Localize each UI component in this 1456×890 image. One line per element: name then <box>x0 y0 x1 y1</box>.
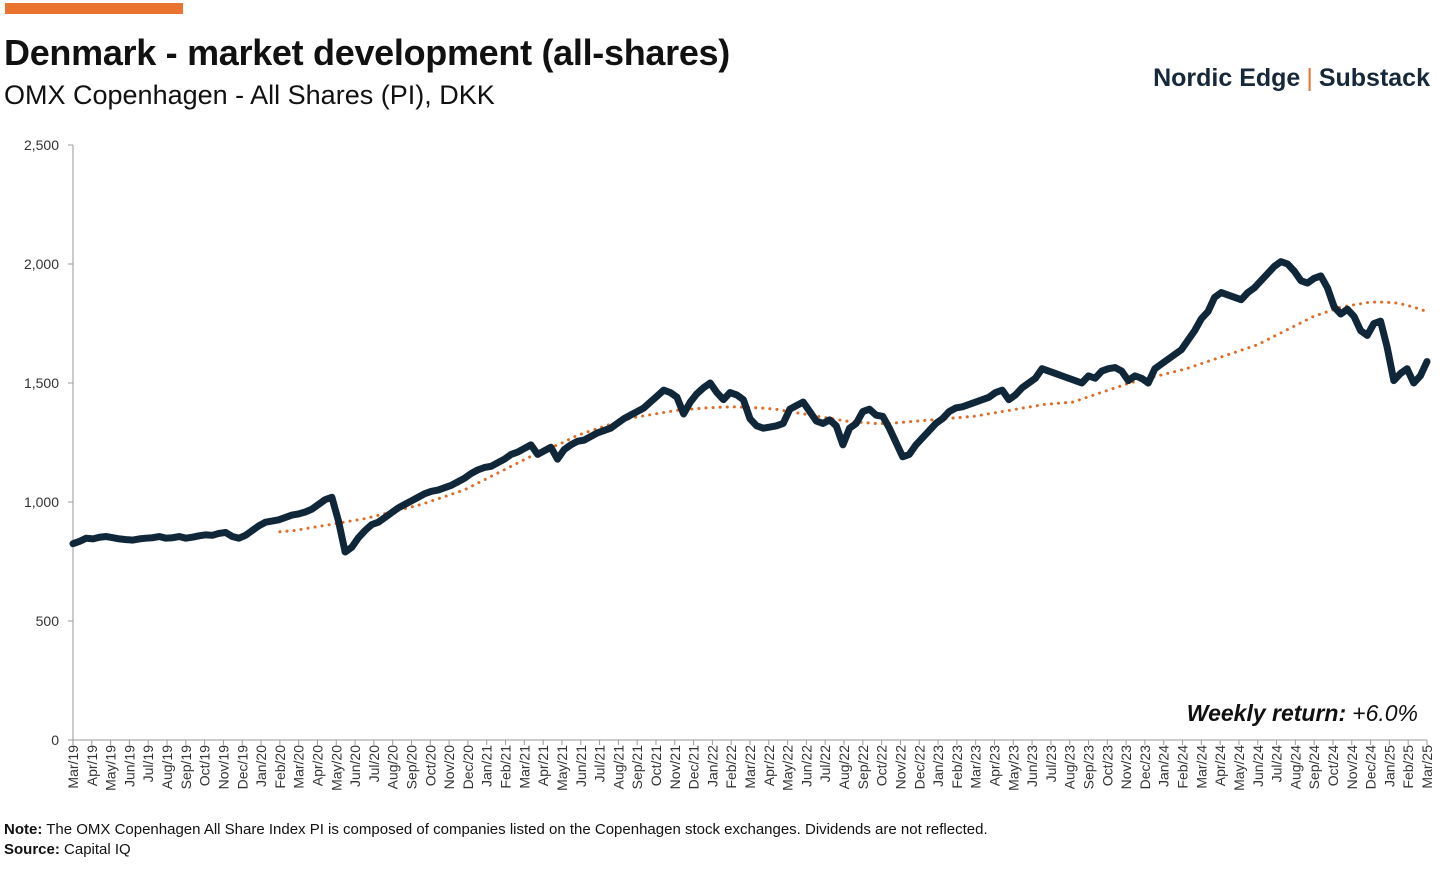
x-tick-label: Jan/23 <box>930 745 946 787</box>
x-tick-label: Jul/23 <box>1043 745 1059 783</box>
x-tick-label: Aug/21 <box>610 745 626 790</box>
x-tick-label: Sep/24 <box>1306 745 1322 790</box>
x-tick-label: Mar/23 <box>968 745 984 789</box>
y-tick-label: 2,000 <box>24 256 59 272</box>
x-tick-label: Jul/21 <box>592 745 608 783</box>
x-tick-label: Nov/24 <box>1344 745 1360 790</box>
x-tick-label: Jun/22 <box>798 745 814 787</box>
source-label: Source: <box>4 841 60 858</box>
weekly-return-annotation: Weekly return: +6.0% <box>1187 700 1418 727</box>
x-tick-label: Aug/23 <box>1062 745 1078 790</box>
x-tick-label: Apr/22 <box>761 745 777 786</box>
brand-platform: Substack <box>1318 64 1430 92</box>
x-tick-label: Jan/25 <box>1381 745 1397 787</box>
x-tick-label: Jun/20 <box>347 745 363 787</box>
x-tick-label: Apr/21 <box>535 745 551 786</box>
x-tick-label: Oct/23 <box>1099 745 1115 786</box>
y-tick-label: 500 <box>36 613 60 629</box>
x-tick-label: Jun/24 <box>1250 745 1266 787</box>
x-tick-label: Apr/23 <box>986 745 1002 786</box>
x-tick-label: Jun/23 <box>1024 745 1040 787</box>
x-tick-label: Dec/22 <box>911 745 927 790</box>
x-tick-label: May/22 <box>780 745 796 791</box>
x-tick-label: Dec/20 <box>460 745 476 790</box>
weekly-return-value: +6.0% <box>1352 700 1418 726</box>
note-text: The OMX Copenhagen All Share Index PI is… <box>42 821 988 838</box>
x-tick-label: May/20 <box>328 745 344 791</box>
x-tick-label: Feb/24 <box>1175 745 1191 789</box>
accent-bar <box>5 3 183 14</box>
x-tick-label: Dec/24 <box>1363 745 1379 790</box>
brand-logo: Nordic Edge | Substack <box>1153 64 1430 93</box>
x-tick-label: Mar/21 <box>516 745 532 789</box>
note-label: Note: <box>4 821 43 838</box>
index-price-line <box>69 258 1431 556</box>
chart-subtitle: OMX Copenhagen - All Shares (PI), DKK <box>4 80 495 110</box>
x-tick-label: Nov/19 <box>215 745 231 790</box>
x-tick-label: Jun/21 <box>573 745 589 787</box>
x-tick-label: Mar/22 <box>742 745 758 789</box>
x-tick-label: May/19 <box>103 745 119 791</box>
y-tick-label: 1,500 <box>24 375 59 391</box>
x-tick-label: Jan/22 <box>704 745 720 787</box>
chart-title: Denmark - market development (all-shares… <box>4 32 730 73</box>
x-tick-label: May/24 <box>1231 745 1247 791</box>
x-tick-label: Oct/24 <box>1325 745 1341 786</box>
x-tick-label: Oct/20 <box>422 745 438 786</box>
moving-average-line <box>278 300 1429 534</box>
x-tick-label: Feb/23 <box>949 745 965 789</box>
x-tick-label: Jan/21 <box>479 745 495 787</box>
x-tick-label: Nov/21 <box>667 745 683 790</box>
footnote-source: Source: Capital IQ <box>4 841 131 858</box>
brand-separator: | <box>1306 64 1313 92</box>
x-tick-label: Sep/20 <box>404 745 420 790</box>
x-tick-label: Jul/20 <box>366 745 382 783</box>
footnote-note: Note: The OMX Copenhagen All Share Index… <box>4 821 988 838</box>
x-tick-label: Aug/24 <box>1287 745 1303 790</box>
y-tick-label: 2,500 <box>24 137 59 153</box>
x-tick-label: Sep/21 <box>629 745 645 790</box>
x-tick-label: Apr/20 <box>309 745 325 786</box>
brand-name: Nordic Edge <box>1153 64 1301 92</box>
source-text: Capital IQ <box>59 841 131 858</box>
x-tick-label: Mar/19 <box>65 745 81 789</box>
x-tick-label: Dec/21 <box>686 745 702 790</box>
x-tick-label: May/21 <box>554 745 570 791</box>
x-tick-label: Feb/21 <box>498 745 514 789</box>
x-tick-label: Nov/23 <box>1118 745 1134 790</box>
x-tick-label: Sep/19 <box>178 745 194 790</box>
y-tick-label: 0 <box>51 732 59 748</box>
x-tick-label: Apr/24 <box>1212 745 1228 786</box>
weekly-return-label: Weekly return: <box>1186 700 1347 726</box>
x-tick-label: Jul/24 <box>1269 745 1285 783</box>
x-tick-label: Mar/25 <box>1419 745 1435 789</box>
x-tick-label: Nov/20 <box>441 745 457 790</box>
x-tick-label: Jun/19 <box>121 745 137 787</box>
x-tick-label: Apr/19 <box>84 745 100 786</box>
x-tick-label: Jul/22 <box>817 745 833 783</box>
x-tick-label: Mar/24 <box>1193 745 1209 789</box>
x-tick-label: Jul/19 <box>140 745 156 783</box>
x-tick-label: Sep/23 <box>1081 745 1097 790</box>
x-tick-label: Aug/20 <box>385 745 401 790</box>
x-tick-label: Dec/19 <box>234 745 250 790</box>
x-tick-label: Feb/20 <box>272 745 288 789</box>
x-tick-label: Feb/25 <box>1400 745 1416 789</box>
x-tick-label: Mar/20 <box>291 745 307 789</box>
x-tick-label: Oct/22 <box>874 745 890 786</box>
x-tick-label: Oct/19 <box>197 745 213 786</box>
x-tick-label: Nov/22 <box>892 745 908 790</box>
x-tick-label: Dec/23 <box>1137 745 1153 790</box>
y-tick-label: 1,000 <box>24 494 59 510</box>
x-tick-label: Aug/19 <box>159 745 175 790</box>
x-tick-label: Jan/20 <box>253 745 269 787</box>
x-tick-label: Sep/22 <box>855 745 871 790</box>
x-tick-label: Aug/22 <box>836 745 852 790</box>
x-tick-label: Jan/24 <box>1156 745 1172 787</box>
x-tick-label: Feb/22 <box>723 745 739 789</box>
x-tick-label: Oct/21 <box>648 745 664 786</box>
x-tick-label: May/23 <box>1005 745 1021 791</box>
